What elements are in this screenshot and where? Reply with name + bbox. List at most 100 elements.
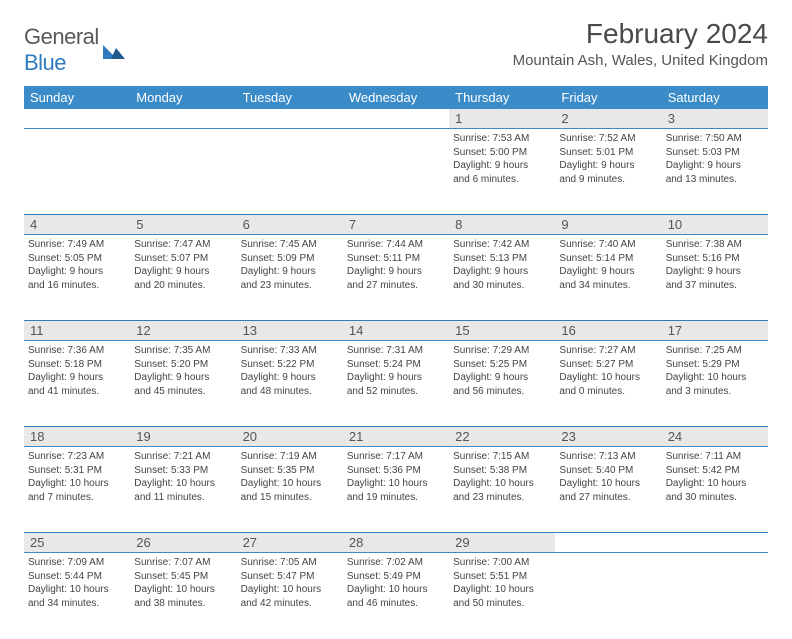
day-info-line: Sunrise: 7:15 AM	[453, 450, 551, 464]
day-info-line: Sunrise: 7:36 AM	[28, 344, 126, 358]
day-cell: Sunrise: 7:29 AMSunset: 5:25 PMDaylight:…	[449, 341, 555, 427]
day-info-line: Daylight: 9 hours	[453, 265, 551, 279]
day-number-cell: 2	[555, 109, 661, 129]
day-info-line: Sunrise: 7:23 AM	[28, 450, 126, 464]
day-cell: Sunrise: 7:36 AMSunset: 5:18 PMDaylight:…	[24, 341, 130, 427]
day-info-line: Daylight: 10 hours	[28, 477, 126, 491]
day-info-line: and 23 minutes.	[241, 279, 339, 293]
day-number-cell	[343, 109, 449, 129]
day-info-line: and 45 minutes.	[134, 385, 232, 399]
day-cell	[237, 129, 343, 215]
day-number-cell: 26	[130, 533, 236, 553]
day-number-row: 18192021222324	[24, 427, 768, 447]
day-number-cell: 28	[343, 533, 449, 553]
day-info-line: and 30 minutes.	[453, 279, 551, 293]
day-info-line: Sunset: 5:44 PM	[28, 570, 126, 584]
day-cell: Sunrise: 7:52 AMSunset: 5:01 PMDaylight:…	[555, 129, 661, 215]
day-info-line: Sunset: 5:35 PM	[241, 464, 339, 478]
day-info-line: Sunset: 5:42 PM	[666, 464, 764, 478]
day-info-line: Sunrise: 7:49 AM	[28, 238, 126, 252]
day-info-line: Daylight: 9 hours	[666, 265, 764, 279]
day-info-line: Sunset: 5:51 PM	[453, 570, 551, 584]
day-content-row: Sunrise: 7:36 AMSunset: 5:18 PMDaylight:…	[24, 341, 768, 427]
day-info-line: Daylight: 9 hours	[559, 159, 657, 173]
day-info-line: Sunrise: 7:38 AM	[666, 238, 764, 252]
day-info-line: Sunrise: 7:05 AM	[241, 556, 339, 570]
day-info-line: and 19 minutes.	[347, 491, 445, 505]
logo-general: General	[24, 24, 99, 49]
day-info-line: Sunrise: 7:50 AM	[666, 132, 764, 146]
calendar-head: SundayMondayTuesdayWednesdayThursdayFrid…	[24, 86, 768, 109]
day-number-cell: 4	[24, 215, 130, 235]
day-info-line: Sunset: 5:29 PM	[666, 358, 764, 372]
day-info-line: Sunset: 5:05 PM	[28, 252, 126, 266]
day-cell: Sunrise: 7:31 AMSunset: 5:24 PMDaylight:…	[343, 341, 449, 427]
day-info-line: Sunset: 5:49 PM	[347, 570, 445, 584]
day-number-cell: 20	[237, 427, 343, 447]
day-info-line: Daylight: 9 hours	[28, 265, 126, 279]
day-info-line: Sunrise: 7:00 AM	[453, 556, 551, 570]
day-number-cell: 10	[662, 215, 768, 235]
day-info-line: Sunset: 5:00 PM	[453, 146, 551, 160]
day-cell: Sunrise: 7:44 AMSunset: 5:11 PMDaylight:…	[343, 235, 449, 321]
day-info-line: and 9 minutes.	[559, 173, 657, 187]
day-info-line: and 23 minutes.	[453, 491, 551, 505]
day-info-line: and 3 minutes.	[666, 385, 764, 399]
day-cell: Sunrise: 7:40 AMSunset: 5:14 PMDaylight:…	[555, 235, 661, 321]
day-info-line: and 16 minutes.	[28, 279, 126, 293]
day-info-line: Sunrise: 7:09 AM	[28, 556, 126, 570]
day-info-line: Sunrise: 7:52 AM	[559, 132, 657, 146]
logo-triangle-icon	[103, 41, 125, 59]
day-info-line: Daylight: 10 hours	[559, 477, 657, 491]
day-cell: Sunrise: 7:42 AMSunset: 5:13 PMDaylight:…	[449, 235, 555, 321]
location: Mountain Ash, Wales, United Kingdom	[513, 52, 768, 69]
header: General Blue February 2024 Mountain Ash,…	[24, 18, 768, 76]
day-number-row: 2526272829	[24, 533, 768, 553]
day-cell	[555, 553, 661, 639]
day-cell: Sunrise: 7:11 AMSunset: 5:42 PMDaylight:…	[662, 447, 768, 533]
day-cell: Sunrise: 7:38 AMSunset: 5:16 PMDaylight:…	[662, 235, 768, 321]
day-info-line: Sunset: 5:16 PM	[666, 252, 764, 266]
day-info-line: Sunset: 5:31 PM	[28, 464, 126, 478]
day-info-line: Sunrise: 7:17 AM	[347, 450, 445, 464]
day-info-line: Daylight: 10 hours	[134, 583, 232, 597]
day-number-cell: 5	[130, 215, 236, 235]
day-info-line: Sunrise: 7:42 AM	[453, 238, 551, 252]
day-info-line: and 48 minutes.	[241, 385, 339, 399]
day-info-line: Sunset: 5:11 PM	[347, 252, 445, 266]
day-info-line: and 7 minutes.	[28, 491, 126, 505]
day-info-line: and 6 minutes.	[453, 173, 551, 187]
day-info-line: Sunrise: 7:19 AM	[241, 450, 339, 464]
day-info-line: Sunset: 5:01 PM	[559, 146, 657, 160]
day-info-line: Sunrise: 7:33 AM	[241, 344, 339, 358]
day-info-line: Sunset: 5:09 PM	[241, 252, 339, 266]
day-info-line: and 41 minutes.	[28, 385, 126, 399]
day-info-line: Sunrise: 7:25 AM	[666, 344, 764, 358]
day-cell: Sunrise: 7:02 AMSunset: 5:49 PMDaylight:…	[343, 553, 449, 639]
day-info-line: Sunset: 5:40 PM	[559, 464, 657, 478]
day-number-cell: 12	[130, 321, 236, 341]
day-number-cell: 25	[24, 533, 130, 553]
day-number-cell: 24	[662, 427, 768, 447]
day-info-line: Sunset: 5:27 PM	[559, 358, 657, 372]
day-cell	[662, 553, 768, 639]
day-info-line: Daylight: 9 hours	[453, 159, 551, 173]
day-info-line: Daylight: 10 hours	[347, 477, 445, 491]
logo: General Blue	[24, 24, 125, 76]
day-info-line: and 38 minutes.	[134, 597, 232, 611]
day-number-cell: 27	[237, 533, 343, 553]
day-number-cell: 7	[343, 215, 449, 235]
calendar-body: 123Sunrise: 7:53 AMSunset: 5:00 PMDaylig…	[24, 109, 768, 639]
day-info-line: Sunset: 5:14 PM	[559, 252, 657, 266]
day-info-line: Daylight: 10 hours	[347, 583, 445, 597]
day-content-row: Sunrise: 7:53 AMSunset: 5:00 PMDaylight:…	[24, 129, 768, 215]
day-cell: Sunrise: 7:00 AMSunset: 5:51 PMDaylight:…	[449, 553, 555, 639]
day-info-line: Daylight: 10 hours	[28, 583, 126, 597]
day-info-line: Sunset: 5:20 PM	[134, 358, 232, 372]
day-number-cell	[130, 109, 236, 129]
day-number-cell: 14	[343, 321, 449, 341]
day-info-line: Sunset: 5:18 PM	[28, 358, 126, 372]
day-number-cell: 29	[449, 533, 555, 553]
day-info-line: Daylight: 9 hours	[559, 265, 657, 279]
day-info-line: and 20 minutes.	[134, 279, 232, 293]
